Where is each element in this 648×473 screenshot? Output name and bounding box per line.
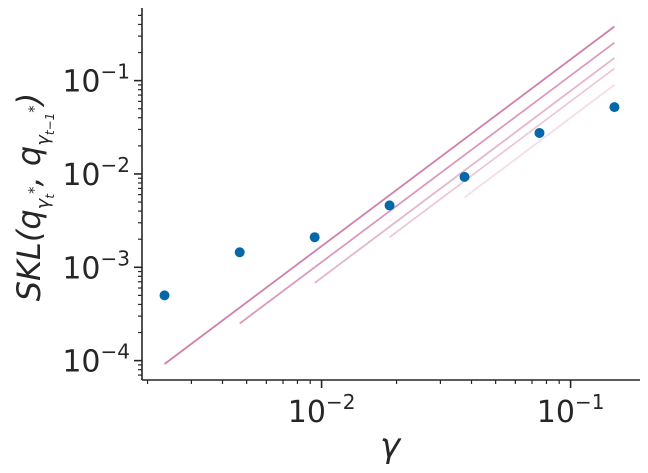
reference-line-3: [314, 57, 615, 284]
data-point: [384, 200, 395, 211]
y-axis-label-group: SKL(qγt*, qγt−1*): [10, 93, 57, 302]
axis-spines: [141, 8, 640, 381]
data-point: [309, 232, 320, 243]
y-tick-label: 10−3: [62, 246, 130, 286]
x-tick-label: 10−1: [537, 390, 605, 430]
data-point: [459, 171, 470, 182]
data-point: [159, 290, 170, 301]
y-tick-label: 10−2: [62, 153, 130, 193]
x-axis-label: γ: [380, 426, 402, 466]
x-axis: 10−2 10−1: [146, 380, 605, 430]
reference-lines: [163, 25, 615, 365]
reference-line-1: [163, 25, 615, 365]
reference-line-5: [463, 84, 615, 199]
y-tick-label: 10−1: [62, 60, 130, 100]
reference-line-2: [239, 41, 615, 325]
data-point: [609, 102, 620, 113]
data-points: [159, 102, 620, 301]
data-point: [234, 247, 245, 258]
y-axis-label: SKL(qγt*, qγt−1*): [10, 93, 57, 302]
reference-line-4: [389, 67, 615, 238]
y-axis: 10−4 10−3 10−2 10−1: [62, 14, 142, 380]
x-tick-label: 10−2: [288, 390, 356, 430]
y-tick-label: 10−4: [62, 340, 130, 380]
data-point: [534, 127, 545, 138]
